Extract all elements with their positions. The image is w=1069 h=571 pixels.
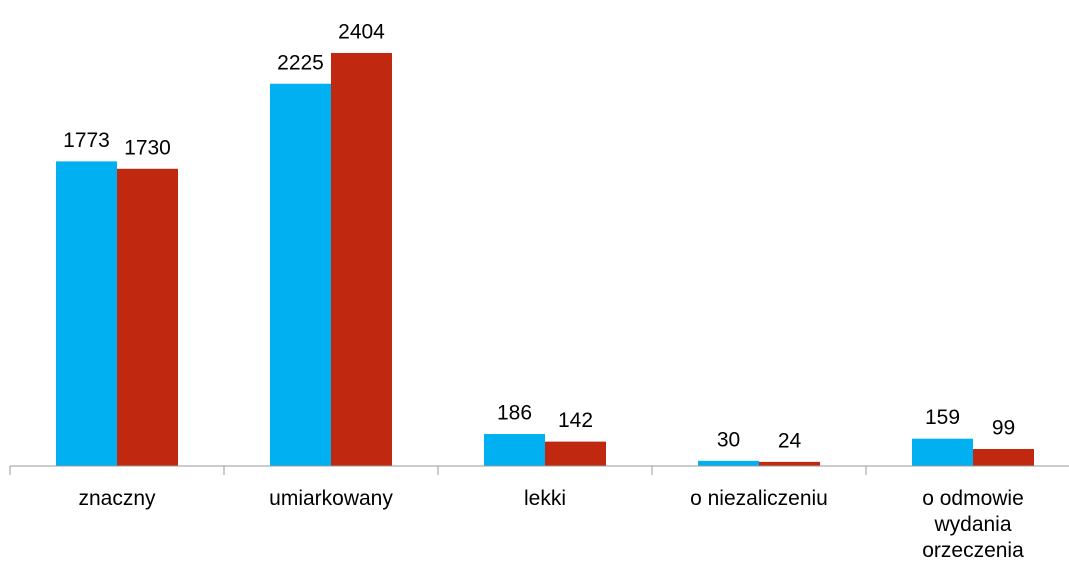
value-label: 159 <box>925 406 960 429</box>
x-tick-label: umiarkowany <box>269 487 393 510</box>
bar <box>973 448 1034 466</box>
value-label: 142 <box>558 409 593 432</box>
value-label: 1730 <box>124 136 171 159</box>
bar <box>270 83 331 467</box>
bar <box>698 460 759 466</box>
value-label: 30 <box>717 428 740 451</box>
x-tick-label: o odmowie wydania orzeczenia <box>922 487 1024 562</box>
value-label: 99 <box>992 417 1015 440</box>
value-label: 2225 <box>277 51 324 74</box>
bar <box>484 434 545 466</box>
bar <box>331 52 392 467</box>
bar <box>56 161 117 466</box>
value-label: 1773 <box>63 129 110 152</box>
x-tick-label: lekki <box>523 487 566 510</box>
bar <box>545 441 606 466</box>
value-label: 24 <box>778 429 802 452</box>
x-tick-label: o niezaliczeniu <box>690 487 828 510</box>
bar <box>912 438 973 466</box>
bar <box>117 168 178 466</box>
value-label: 2404 <box>338 21 385 44</box>
x-tick-label: znaczny <box>78 487 156 510</box>
value-label: 186 <box>497 402 532 425</box>
bar <box>759 461 820 466</box>
